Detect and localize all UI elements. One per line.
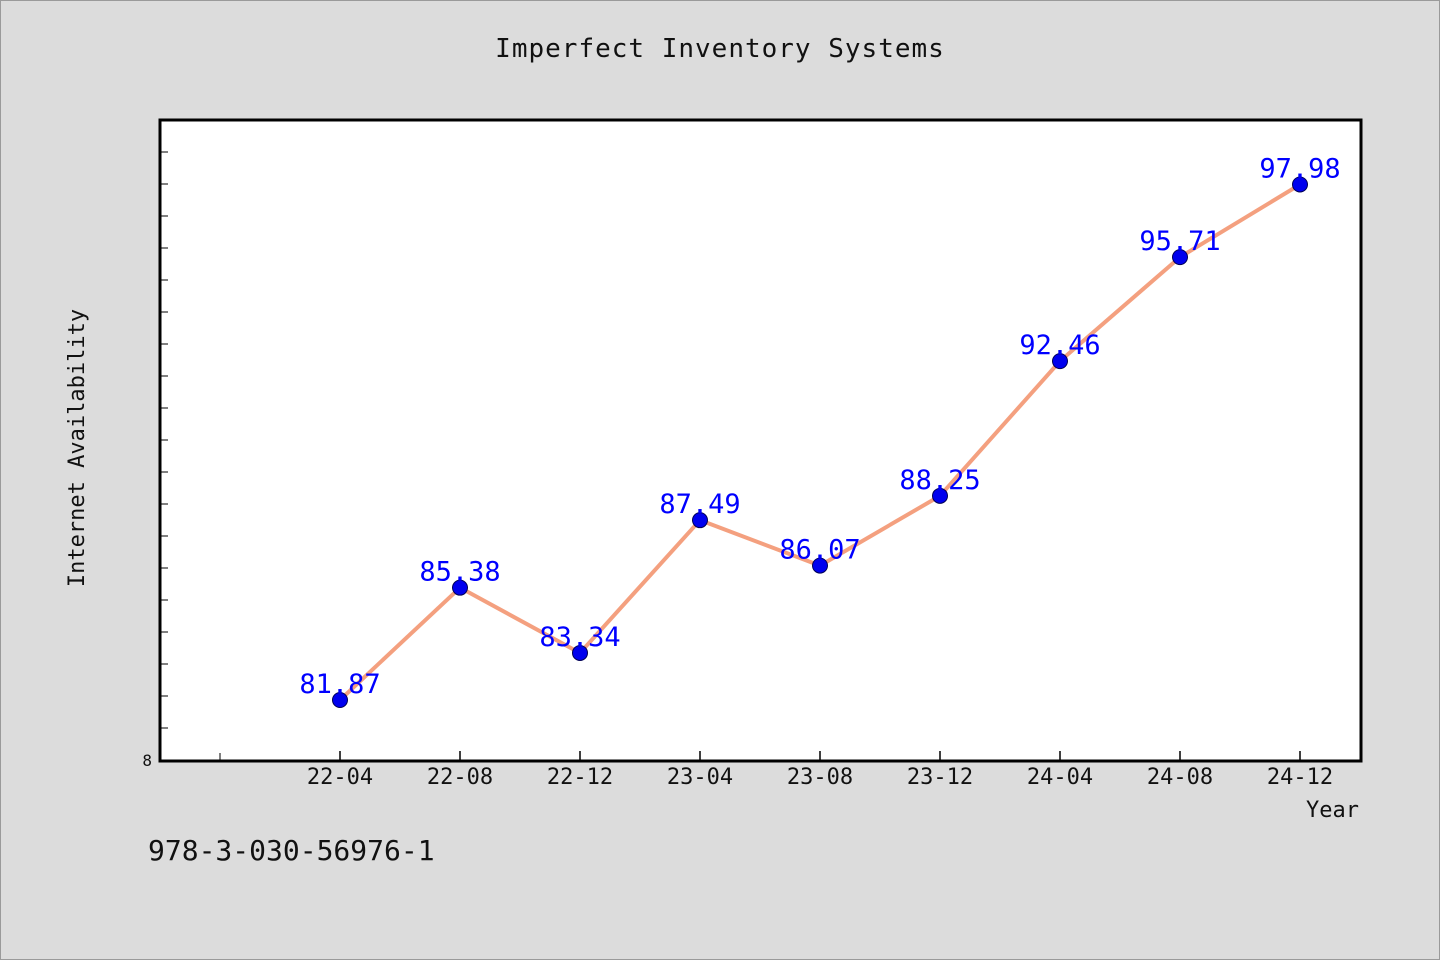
y-axis-ticks: [160, 151, 168, 761]
data-point: [812, 557, 828, 574]
data-label: 97.98: [1259, 153, 1340, 184]
data-label: 85.38: [419, 557, 500, 588]
data-point: [572, 644, 588, 661]
data-label: 92.46: [1019, 330, 1100, 361]
data-point: [1052, 353, 1068, 370]
data-point: [332, 692, 348, 708]
data-label: 88.25: [899, 465, 980, 496]
chart-title: Imperfect Inventory Systems: [495, 34, 945, 64]
x-tick-label: 22-12: [547, 765, 613, 790]
x-tick-label: 22-04: [307, 765, 373, 790]
data-point: [932, 487, 948, 504]
x-axis-title: Year: [1306, 798, 1359, 823]
x-tick-label: 24-12: [1267, 765, 1333, 790]
x-tick-label: 24-08: [1147, 765, 1213, 790]
data-label: 87.49: [659, 489, 740, 520]
data-label: 86.07: [779, 535, 860, 566]
data-point: [692, 512, 708, 529]
data-label: 83.34: [539, 622, 620, 653]
data-point: [1172, 249, 1188, 266]
data-point: [1292, 176, 1308, 193]
series-points-group: [332, 176, 1308, 708]
y-axis-title: Internet Availability: [65, 309, 90, 587]
plot-area: [158, 118, 1363, 763]
data-label: 81.87: [299, 669, 380, 700]
x-tick-label: 23-04: [667, 765, 733, 790]
data-point: [452, 579, 468, 596]
x-tick-label: 24-04: [1027, 765, 1093, 790]
data-labels-group: 81.87 85.38 83.34 87.49 86.07 88.25 92.46 95.71…: [299, 153, 1340, 700]
y-tick-label: 8: [142, 751, 152, 770]
isbn-text: 978-3-030-56976-1: [148, 834, 435, 867]
data-label: 95.71: [1139, 226, 1220, 257]
x-tick-label: 23-12: [907, 765, 973, 790]
x-tick-label: 23-08: [787, 765, 853, 790]
x-tick-label: 22-08: [427, 765, 493, 790]
x-axis-ticks: 22-04 22-08 22-12 23-04 23-08 23-12 24-04 24-08…: [219, 751, 1333, 790]
